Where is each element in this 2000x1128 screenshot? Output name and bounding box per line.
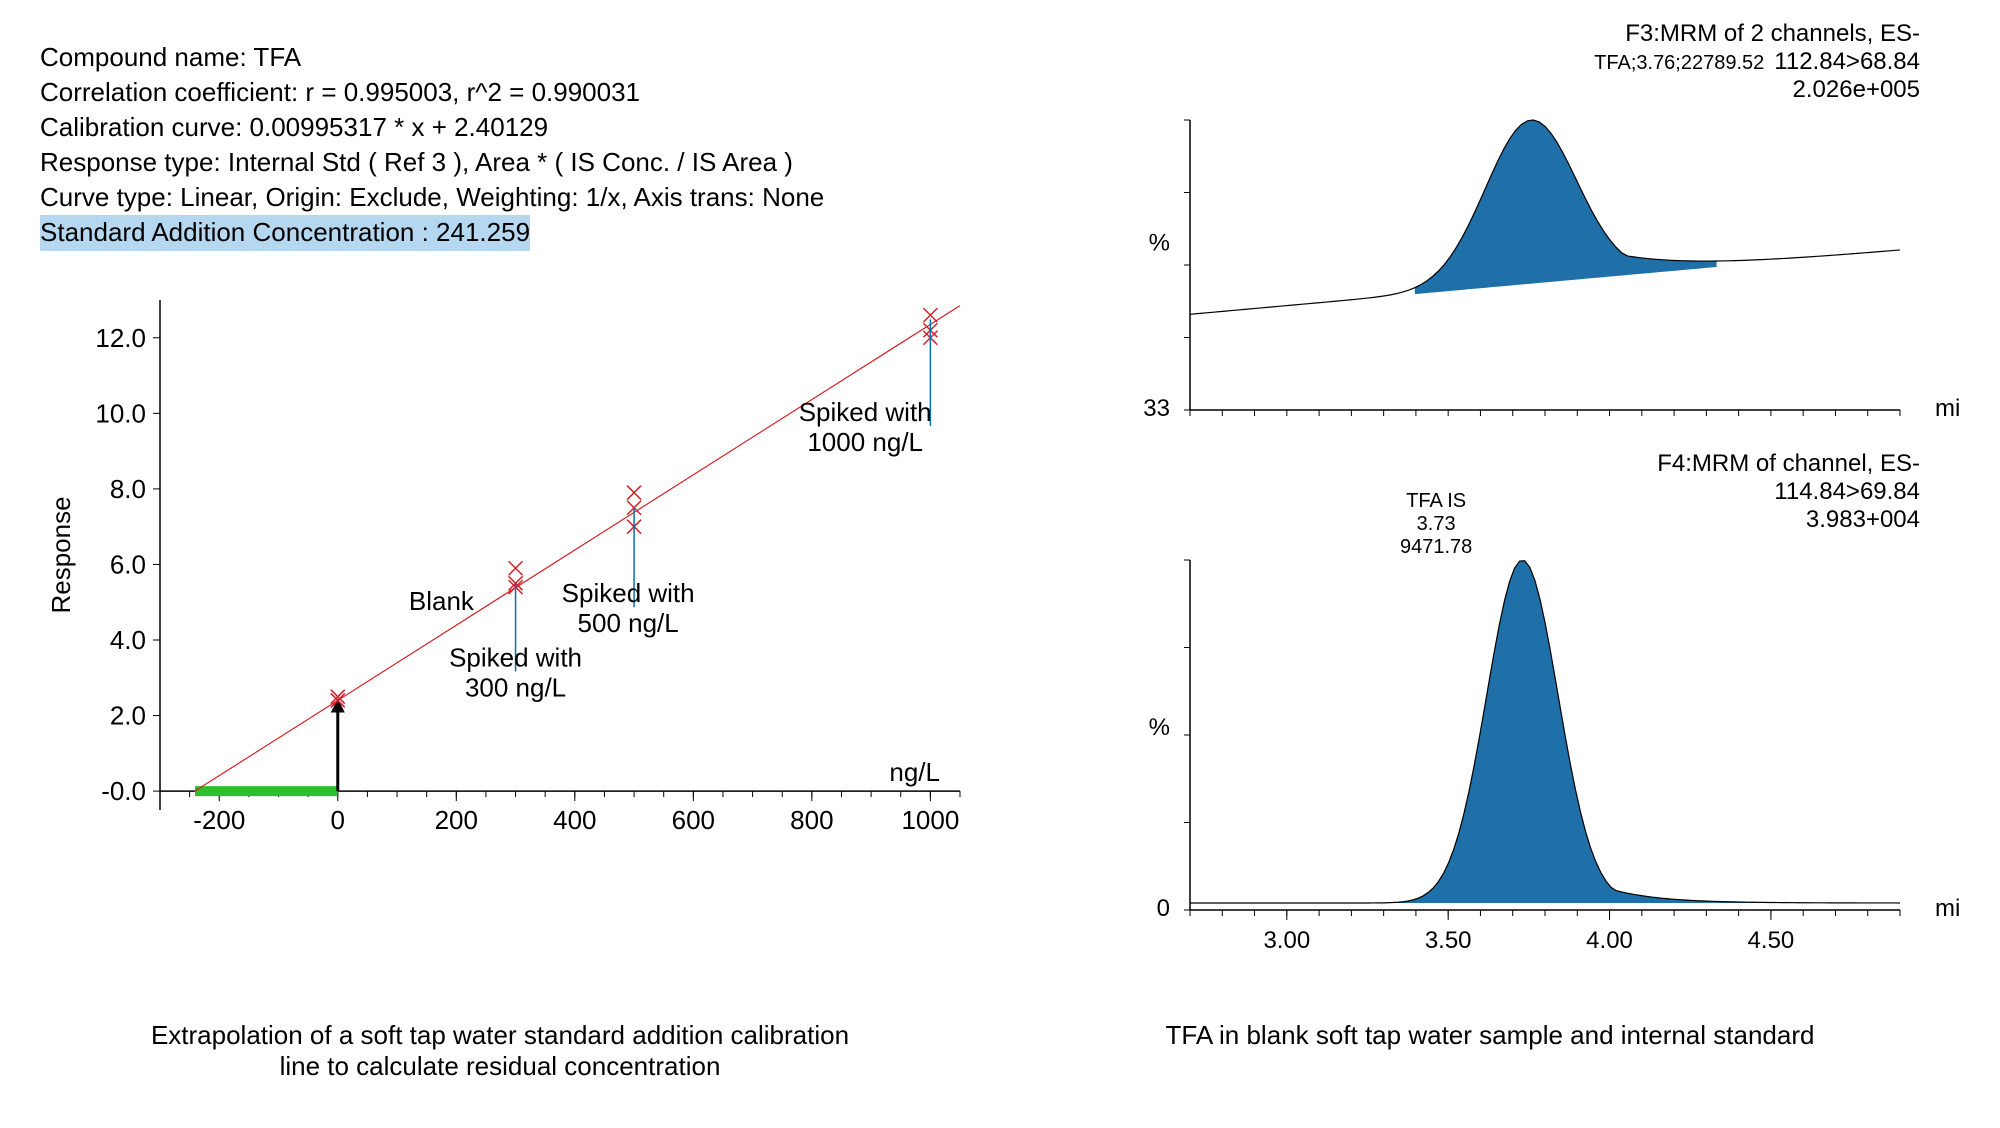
svg-text:-0.0: -0.0 [101, 776, 146, 806]
svg-text:Spiked with: Spiked with [562, 578, 695, 608]
svg-text:4.00: 4.00 [1586, 927, 1633, 954]
svg-text:200: 200 [435, 805, 478, 835]
svg-text:Response: Response [46, 496, 76, 613]
calibration-line: Calibration curve: 0.00995317 * x + 2.40… [40, 110, 824, 145]
chrom2-svg: 3.00 3.50 4.00 4.50% 0 min [1100, 450, 1960, 990]
svg-text:min: min [1935, 895, 1960, 922]
svg-text:400: 400 [553, 805, 596, 835]
chromatogram-1: F3:MRM of 2 channels, ES- TFA;3.76;22789… [1100, 20, 1960, 450]
svg-text:4.50: 4.50 [1748, 927, 1795, 954]
svg-text:8.0: 8.0 [110, 474, 146, 504]
svg-text:0: 0 [331, 805, 345, 835]
std-addition-conc-line: Standard Addition Concentration : 241.25… [40, 215, 530, 250]
compound-name-line: Compound name: TFA [40, 40, 824, 75]
calibration-svg: -0.0 2.0 4.0 6.0 8.0 10.0 12.0 -200 0 200 400 600 80… [40, 280, 1000, 900]
svg-text:10.0: 10.0 [95, 398, 146, 428]
svg-text:300 ng/L: 300 ng/L [465, 672, 566, 702]
svg-text:1000 ng/L: 1000 ng/L [807, 427, 923, 457]
svg-text:Spiked with: Spiked with [799, 397, 932, 427]
svg-text:800: 800 [790, 805, 833, 835]
right-caption: TFA in blank soft tap water sample and i… [1010, 1020, 1970, 1051]
left-caption: Extrapolation of a soft tap water standa… [60, 1020, 940, 1082]
header-metadata: Compound name: TFA Correlation coefficie… [40, 40, 824, 251]
chromatogram-panel: F3:MRM of 2 channels, ES- TFA;3.76;22789… [1100, 20, 1960, 990]
svg-text:4.0: 4.0 [110, 625, 146, 655]
svg-text:2.0: 2.0 [110, 701, 146, 731]
chromatogram-2: F4:MRM of channel, ES- 114.84>69.84 3.98… [1100, 450, 1960, 990]
svg-text:Spiked with: Spiked with [449, 642, 582, 672]
svg-text:Blank: Blank [409, 586, 475, 616]
svg-text:min: min [1935, 395, 1960, 422]
svg-text:6.0: 6.0 [110, 549, 146, 579]
svg-text:600: 600 [672, 805, 715, 835]
calibration-chart: -0.0 2.0 4.0 6.0 8.0 10.0 12.0 -200 0 200 400 600 80… [40, 280, 1000, 900]
svg-text:33: 33 [1143, 395, 1170, 422]
chrom1-svg: % 33 min [1100, 20, 1960, 450]
svg-text:12.0: 12.0 [95, 323, 146, 353]
correlation-line: Correlation coefficient: r = 0.995003, r… [40, 75, 824, 110]
svg-text:3.00: 3.00 [1263, 927, 1310, 954]
response-type-line: Response type: Internal Std ( Ref 3 ), A… [40, 145, 824, 180]
svg-text:0: 0 [1157, 895, 1170, 922]
curve-type-line: Curve type: Linear, Origin: Exclude, Wei… [40, 180, 824, 215]
svg-text:500 ng/L: 500 ng/L [578, 608, 679, 638]
svg-text:%: % [1149, 714, 1170, 741]
svg-text:%: % [1149, 230, 1170, 257]
svg-text:-200: -200 [193, 805, 245, 835]
svg-text:ng/L: ng/L [889, 757, 940, 787]
svg-text:3.50: 3.50 [1425, 927, 1472, 954]
svg-text:1000: 1000 [901, 805, 959, 835]
